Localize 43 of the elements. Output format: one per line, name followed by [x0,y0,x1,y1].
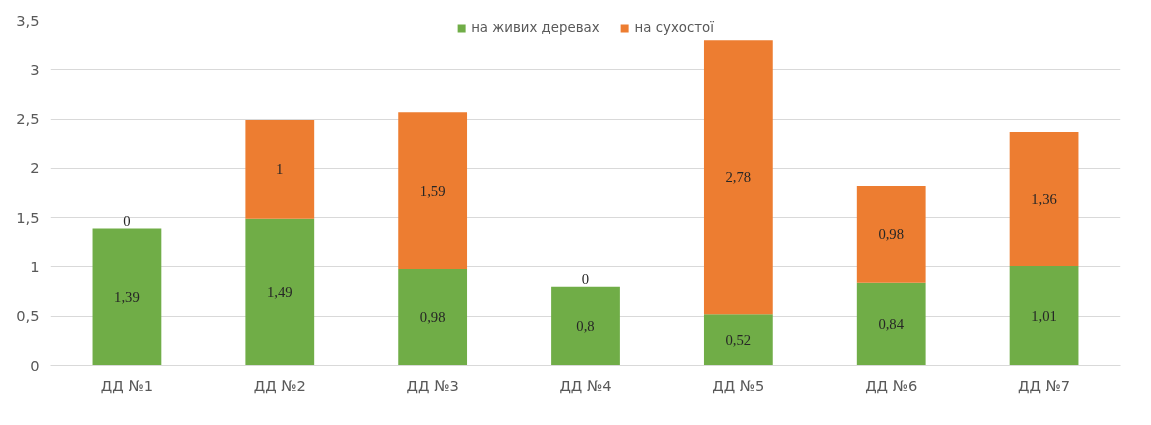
bar [92,228,162,366]
x-tick-label: ДД №2 [253,376,306,394]
x-tick-label: ДД №1 [100,376,154,394]
data-label: 0 [581,270,590,287]
y-tick-label: 2 [30,159,40,177]
data-label: 2,78 [725,169,752,186]
data-label: 0,84 [878,316,905,333]
y-tick-label: 3,5 [16,11,40,29]
x-tick-label: ДД №3 [406,376,459,394]
y-tick-label: 1 [30,257,40,275]
data-label: 1 [276,161,284,178]
bar [551,286,620,366]
bar [245,120,315,219]
bar [703,314,773,366]
data-label: 0,8 [576,318,595,335]
bar [1009,131,1079,266]
legend-label: на сухостої [634,20,714,35]
x-tick-label: ДД №6 [865,376,918,394]
y-tick-label: 3 [30,60,40,78]
data-label: 1,39 [114,288,140,305]
data-label: 0,98 [419,309,446,326]
data-label: 1,01 [1031,307,1057,324]
legend-label: на живих деревах [471,20,600,35]
data-label: 1,36 [1031,190,1057,207]
data-label: 0,52 [725,331,752,348]
bar [398,268,468,366]
data-label: 0,98 [878,226,905,243]
bar [856,186,926,283]
bar [856,282,926,366]
data-label: 0 [123,212,131,229]
bar [245,218,315,366]
data-label: 1,49 [266,284,293,301]
y-tick-label: 0 [30,356,40,374]
bar [703,40,773,315]
data-label: 1,59 [419,182,446,199]
y-tick-label: 2,5 [16,110,40,128]
x-tick-label: ДД №5 [712,376,765,394]
bar [398,112,468,269]
y-tick-label: 0,5 [16,307,40,325]
x-tick-label: ДД №4 [559,376,612,394]
x-tick-label: ДД №7 [1018,376,1071,394]
y-tick-label: 1,5 [16,208,40,226]
bar [1009,265,1079,366]
